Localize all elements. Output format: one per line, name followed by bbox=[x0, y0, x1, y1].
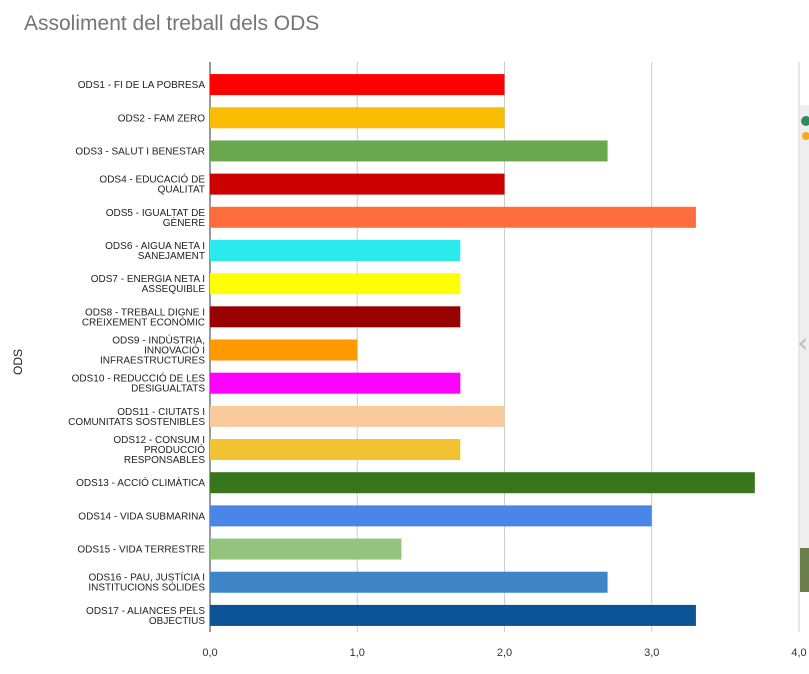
category-label: ODS12 - CONSUM I PRODUCCIÓ RESPONSABLES bbox=[113, 435, 205, 466]
bar bbox=[210, 538, 402, 560]
side-thumbnail bbox=[800, 548, 809, 592]
bar bbox=[210, 505, 652, 527]
bar bbox=[210, 74, 505, 96]
category-label: ODS13 - ACCIÓ CLIMÀTICA bbox=[76, 476, 205, 489]
category-label: ODS10 - REDUCCIÓ DE LES DESIGUALTATS bbox=[72, 372, 206, 395]
category-label: ODS6 - AIGUA NETA I SANEJAMENT bbox=[105, 241, 205, 262]
category-label: ODS7 - ENERGIA NETA I ASSEQUIBLE bbox=[91, 274, 206, 295]
bar bbox=[210, 604, 696, 626]
x-tick-label: 0,0 bbox=[202, 647, 217, 659]
category-label: ODS14 - VIDA SUBMARINA bbox=[78, 511, 205, 522]
bar bbox=[210, 107, 505, 129]
category-label: ODS9 - INDÚSTRIA, INNOVACIÓ I INFRAESTRUCT… bbox=[100, 334, 205, 367]
bar bbox=[210, 372, 461, 394]
side-panel bbox=[800, 105, 809, 592]
category-label: ODS2 - FAM ZERO bbox=[118, 113, 205, 124]
category-label: ODS5 - IGUALTAT DE GÈNERE bbox=[106, 208, 206, 229]
category-label: ODS3 - SALUT I BENESTAR bbox=[75, 146, 205, 157]
bar bbox=[210, 206, 696, 228]
sdg-wheel-icon bbox=[801, 116, 809, 126]
category-label: ODS17 - ALIANCES PELS OBJECTIUS bbox=[86, 606, 205, 627]
category-label: ODS4 - EDUCACIÓ DE QUALITAT bbox=[99, 173, 205, 196]
category-label: ODS16 - PAU, JUSTÍCIA I INSTITUCIONS SÒLI… bbox=[88, 571, 205, 594]
bar bbox=[210, 472, 755, 494]
bar bbox=[210, 571, 608, 593]
bar bbox=[210, 439, 461, 461]
chart-title: Assoliment del treball dels ODS bbox=[24, 12, 320, 35]
bar bbox=[210, 339, 358, 361]
x-tick-label: 3,0 bbox=[644, 647, 659, 659]
category-label: ODS1 - FI DE LA POBRESA bbox=[78, 80, 206, 91]
category-label: ODS8 - TREBALL DIGNE I CREIXEMENT ECONÒMI… bbox=[82, 307, 205, 328]
bar bbox=[210, 306, 461, 328]
x-tick-label: 4,0 bbox=[791, 647, 806, 659]
category-label: ODS11 - CIUTATS I COMUNITATS SOSTENIBLES bbox=[68, 407, 205, 428]
x-tick-label: 2,0 bbox=[497, 647, 512, 659]
bar bbox=[210, 239, 461, 261]
bar bbox=[210, 405, 505, 427]
bar bbox=[210, 140, 608, 162]
x-tick-label: 1,0 bbox=[350, 647, 365, 659]
category-label: ODS15 - VIDA TERRESTRE bbox=[77, 545, 205, 556]
sdg-wheel-icon-2 bbox=[802, 132, 809, 140]
bar bbox=[210, 273, 461, 295]
bar bbox=[210, 173, 505, 195]
